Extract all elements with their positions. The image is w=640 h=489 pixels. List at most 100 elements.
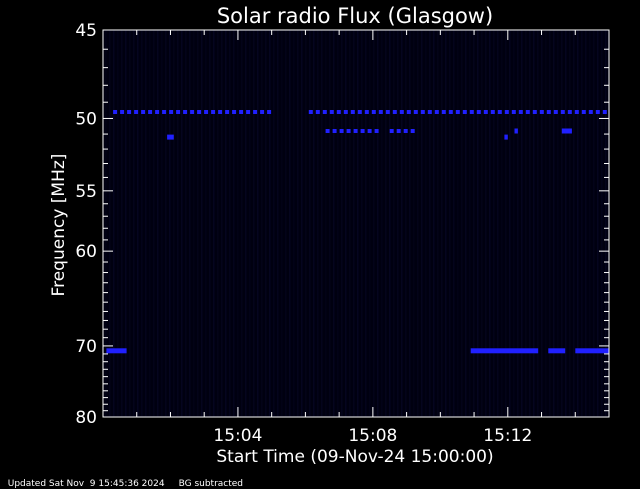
noise-stripe (225, 30, 227, 417)
noise-stripe (449, 30, 451, 417)
noise-stripe (237, 30, 239, 417)
noise-stripe (121, 30, 123, 417)
noise-stripe (437, 30, 439, 417)
y-tick-label: 55 (75, 182, 97, 202)
noise-stripe (385, 30, 387, 417)
signal-dash (403, 129, 408, 133)
signal-dash (336, 110, 341, 114)
noise-stripe (445, 30, 447, 417)
noise-stripe (481, 30, 483, 417)
signal-dash (190, 110, 195, 114)
noise-stripe (501, 30, 503, 417)
noise-stripe (209, 30, 211, 417)
noise-stripe (205, 30, 207, 417)
signal-dash (518, 110, 523, 114)
y-tick-label: 80 (75, 408, 97, 428)
signal-dash (389, 129, 394, 133)
y-tick-label: 45 (75, 21, 97, 41)
signal-dash (204, 110, 209, 114)
signal-dash (325, 129, 330, 133)
chart-title: Solar radio Flux (Glasgow) (217, 4, 493, 28)
noise-stripe (269, 30, 271, 417)
noise-stripe (213, 30, 215, 417)
noise-stripe (493, 30, 495, 417)
x-tick-label: 15:08 (348, 426, 397, 446)
signal-dash (374, 129, 379, 133)
noise-stripe (173, 30, 175, 417)
noise-stripe (413, 30, 415, 417)
noise-stripe (401, 30, 403, 417)
noise-stripe (569, 30, 571, 417)
noise-stripe (589, 30, 591, 417)
noise-stripe (529, 30, 531, 417)
signal-dash (602, 110, 607, 114)
noise-stripe (421, 30, 423, 417)
noise-stripe (357, 30, 359, 417)
signal-segment (504, 134, 508, 140)
signal-dash (595, 110, 600, 114)
signal-dash (329, 110, 334, 114)
noise-stripe (585, 30, 587, 417)
signal-dash (218, 110, 223, 114)
signal-dash (239, 110, 244, 114)
noise-stripe (189, 30, 191, 417)
signal-dash (232, 110, 237, 114)
signal-segment (514, 128, 518, 134)
background-noise-stripes (105, 30, 607, 417)
noise-stripe (369, 30, 371, 417)
noise-stripe (265, 30, 267, 417)
noise-stripe (425, 30, 427, 417)
signal-dash (346, 129, 351, 133)
noise-stripe (141, 30, 143, 417)
signal-dash (455, 110, 460, 114)
x-tick-label: 15:12 (483, 426, 532, 446)
noise-stripe (373, 30, 375, 417)
noise-stripe (145, 30, 147, 417)
noise-stripe (281, 30, 283, 417)
noise-stripe (561, 30, 563, 417)
signal-dash (353, 129, 358, 133)
noise-stripe (409, 30, 411, 417)
noise-stripe (557, 30, 559, 417)
signal-bands (106, 110, 609, 354)
signal-dash (385, 110, 390, 114)
signal-segment (561, 128, 572, 134)
signal-dash (155, 110, 160, 114)
signal-dash (396, 129, 401, 133)
noise-stripe (533, 30, 535, 417)
noise-stripe (201, 30, 203, 417)
noise-stripe (513, 30, 515, 417)
noise-stripe (489, 30, 491, 417)
noise-stripe (165, 30, 167, 417)
noise-stripe (317, 30, 319, 417)
signal-segment (548, 348, 566, 354)
noise-stripe (469, 30, 471, 417)
noise-stripe (233, 30, 235, 417)
signal-dash (371, 110, 376, 114)
noise-stripe (393, 30, 395, 417)
noise-stripe (377, 30, 379, 417)
y-axis-title: Frequency [MHz] (49, 154, 69, 297)
signal-dash (343, 110, 348, 114)
noise-stripe (581, 30, 583, 417)
noise-stripe (229, 30, 231, 417)
noise-stripe (337, 30, 339, 417)
noise-stripe (197, 30, 199, 417)
signal-dash (392, 110, 397, 114)
noise-stripe (193, 30, 195, 417)
noise-stripe (301, 30, 303, 417)
noise-stripe (245, 30, 247, 417)
noise-stripe (137, 30, 139, 417)
x-axis-title: Start Time (09-Nov-24 15:00:00) (216, 447, 493, 467)
signal-dash (246, 110, 251, 114)
signal-dash (169, 110, 174, 114)
noise-stripe (313, 30, 315, 417)
noise-stripe (441, 30, 443, 417)
noise-stripe (285, 30, 287, 417)
x-tick-label: 15:04 (213, 426, 262, 446)
signal-dash (364, 110, 369, 114)
noise-stripe (161, 30, 163, 417)
signal-dash (410, 129, 415, 133)
noise-stripe (601, 30, 603, 417)
signal-dash (162, 110, 167, 114)
